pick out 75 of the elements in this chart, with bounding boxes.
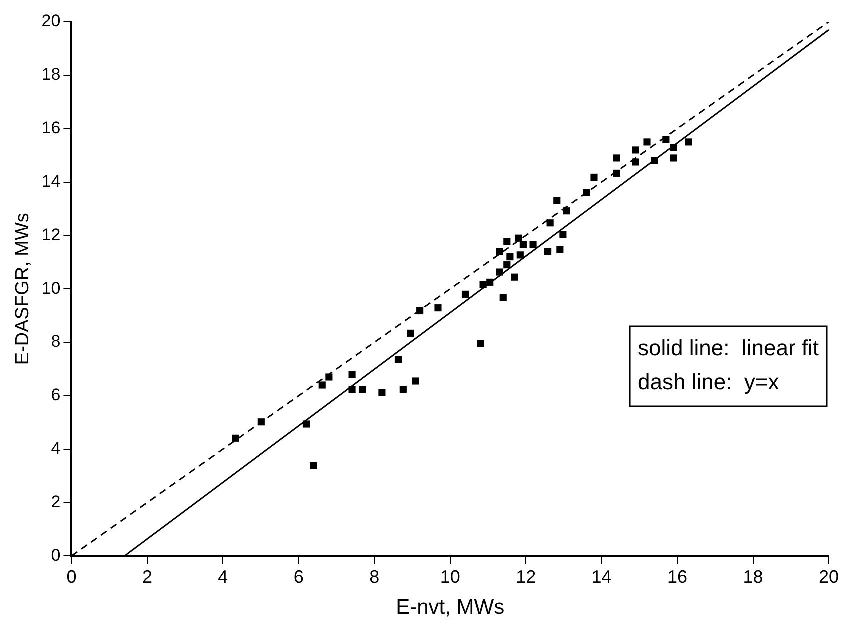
point [407,330,414,337]
y-tick-label: 12 [42,225,61,244]
point [496,268,504,276]
x-tick-label: 12 [516,566,536,587]
x-tick-label: 18 [743,566,764,587]
point [613,170,620,177]
point [310,462,318,470]
point [462,290,470,298]
point [511,274,518,281]
point [685,138,692,146]
point [554,197,561,204]
point [662,136,670,144]
point [632,146,640,154]
point [400,386,407,394]
point [258,418,265,426]
y-tick-label: 0 [51,546,61,565]
x-tick-label: 10 [440,566,460,587]
y-tick-label: 14 [42,172,61,191]
y-tick-label: 2 [51,492,61,512]
point [644,138,651,146]
point [544,248,552,256]
x-tick-label: 8 [370,566,380,587]
point [516,252,524,259]
x-tick-label: 0 [66,566,77,587]
point [530,241,537,248]
point [378,389,386,396]
y-tick-label: 10 [42,278,61,298]
point [496,248,504,256]
point [514,234,522,242]
y-tick-label: 18 [42,65,61,84]
point [232,434,240,442]
point [590,174,598,181]
point [670,144,678,152]
y-axis-title: E-DASFGR, MWs [12,213,34,366]
y-tick-label: 6 [51,386,61,405]
annotation: dash line: y=x [638,370,780,395]
point [560,231,567,238]
x-tick-label: 16 [668,566,688,587]
point [394,356,402,364]
y-tick-label: 20 [42,12,61,31]
point [412,378,420,385]
point [434,304,442,312]
point [348,386,356,394]
point [556,246,564,254]
x-tick-label: 2 [142,566,152,587]
point [504,262,511,269]
y-tick-label: 8 [51,332,61,352]
point [583,189,590,196]
point [348,371,356,378]
point [670,154,678,162]
point [520,241,527,248]
point [504,238,511,246]
y-tick-label: 4 [51,439,61,458]
x-tick-label: 4 [218,566,228,587]
point [486,278,494,286]
point [480,281,487,288]
annotation: solid line: linear fit [638,336,820,361]
point [302,420,310,428]
point [651,157,658,164]
x-tick-label: 6 [294,566,304,587]
x-axis-title: E-nvt, MWs [396,596,505,620]
y-tick-label: 16 [42,118,61,138]
point [477,340,484,348]
x-tick-label: 14 [592,566,612,587]
point [500,294,507,302]
point [506,254,514,261]
point [358,386,366,394]
point [563,208,571,215]
point [326,374,333,381]
point [318,382,326,389]
x-tick-label: 20 [818,566,840,587]
point [613,154,620,162]
point [546,220,554,227]
point [416,307,424,315]
point [632,158,640,166]
